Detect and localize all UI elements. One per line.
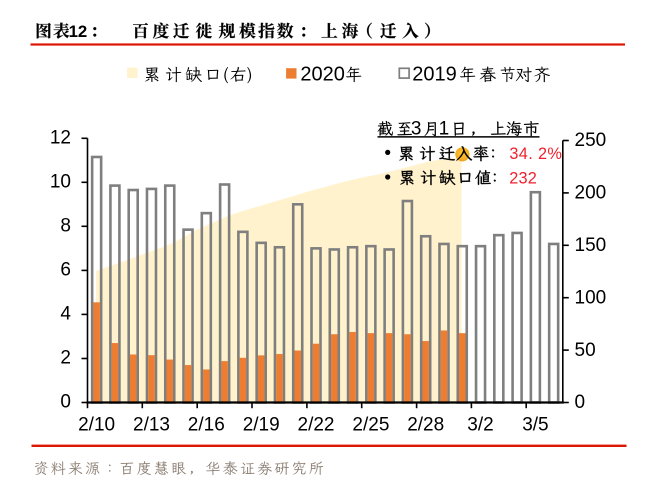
svg-text:100: 100 [575, 287, 607, 308]
svg-text:2/19: 2/19 [243, 415, 280, 436]
svg-text:8: 8 [60, 216, 71, 237]
svg-text:2019: 2019 [412, 64, 457, 86]
svg-text:2/25: 2/25 [352, 415, 389, 436]
svg-text:6: 6 [60, 260, 71, 281]
svg-text:150: 150 [575, 235, 607, 256]
svg-text:3/2: 3/2 [467, 415, 493, 436]
svg-text:3: 3 [411, 118, 422, 139]
svg-text:232: 232 [509, 169, 537, 187]
svg-text:250: 250 [575, 130, 607, 151]
svg-text:0: 0 [60, 392, 71, 413]
svg-text:10: 10 [50, 172, 71, 193]
svg-text:12: 12 [69, 22, 88, 41]
svg-text:200: 200 [575, 183, 607, 204]
svg-text:1: 1 [439, 118, 450, 139]
svg-text:2/22: 2/22 [298, 415, 335, 436]
svg-text:3/5: 3/5 [522, 415, 548, 436]
svg-text:2/13: 2/13 [133, 415, 170, 436]
svg-text:2: 2 [60, 348, 71, 369]
svg-text:12: 12 [50, 128, 71, 149]
svg-text:2/10: 2/10 [78, 415, 115, 436]
svg-text:50: 50 [575, 340, 596, 361]
svg-text:4: 4 [60, 304, 71, 325]
svg-text:0: 0 [575, 392, 586, 413]
svg-text:2020: 2020 [300, 64, 345, 86]
svg-text:2/28: 2/28 [407, 415, 444, 436]
svg-text:2/16: 2/16 [188, 415, 225, 436]
svg-text:34. 2%: 34. 2% [509, 145, 562, 163]
